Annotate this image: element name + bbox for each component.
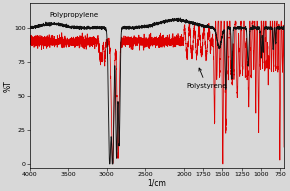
Text: Polypropylene: Polypropylene: [49, 12, 98, 18]
Y-axis label: %T: %T: [3, 80, 12, 92]
X-axis label: 1/cm: 1/cm: [147, 179, 166, 188]
Text: Polystyrene: Polystyrene: [186, 68, 227, 89]
